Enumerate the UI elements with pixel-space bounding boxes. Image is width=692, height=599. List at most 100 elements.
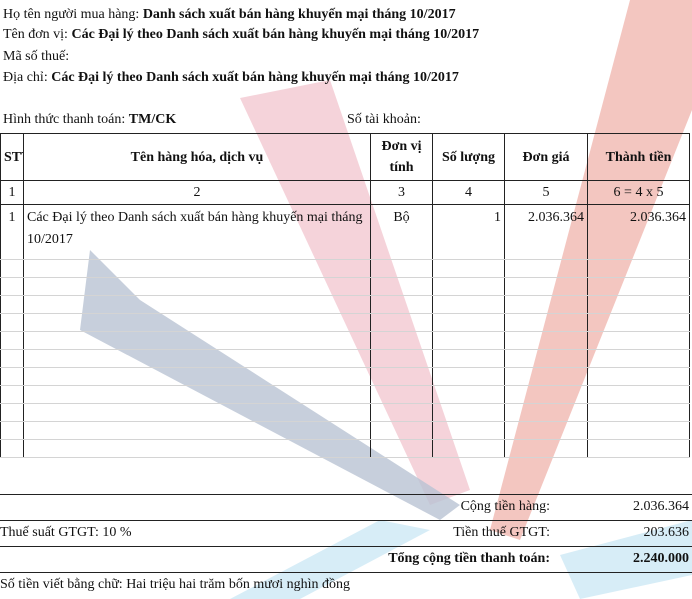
payment-line: Hình thức thanh toán: TM/CK [3,111,176,129]
col-number: 6 = 4 x 5 [587,180,690,205]
empty-cell [432,295,505,314]
blank-row [0,439,690,458]
grand-total-rule [0,572,692,573]
column-number-row: 1 2 3 4 5 6 = 4 x 5 [0,180,690,205]
empty-cell [23,277,371,296]
empty-cell [587,313,690,332]
empty-cell [23,349,371,368]
blank-row [0,331,690,350]
empty-cell [504,421,588,440]
empty-cell [23,331,371,350]
blank-row [0,421,690,440]
row-stt: 1 [0,204,24,260]
buyer-name-value: Danh sách xuất bán hàng khuyến mại tháng… [142,7,456,22]
vat-line: Thuế suất GTGT: 10 % Tiền thuế GTGT: 203… [0,521,692,545]
empty-cell [587,259,690,278]
blank-row [0,385,690,404]
empty-cell [587,349,690,368]
empty-cell [0,367,24,386]
payment-label: Hình thức thanh toán: [3,112,126,127]
subtotal-value: 2.036.364 [633,499,689,514]
empty-cell [0,421,24,440]
empty-cell [432,403,505,422]
buyer-tax-label: Mã số thuế: [3,49,70,64]
vat-rate-label: Thuế suất GTGT: [0,525,99,540]
buyer-address-label: Địa chỉ: [3,70,48,85]
empty-cell [370,349,433,368]
header-unit-line2: tính [389,160,414,175]
empty-cell [0,313,24,332]
empty-cell [0,277,24,296]
buyer-unit-line: Tên đơn vị: Các Đại lý theo Danh sách xu… [3,26,479,44]
empty-cell [23,259,371,278]
header-amount: Thành tiền [587,133,690,181]
empty-cell [0,403,24,422]
empty-cell [370,295,433,314]
blank-row [0,259,690,278]
totals-top-rule [0,494,692,495]
empty-cell [370,421,433,440]
header-price: Đơn giá [504,133,588,181]
empty-cell [504,295,588,314]
empty-cell [587,295,690,314]
amount-in-words: Số tiền viết bằng chữ: Hai triệu hai tră… [0,573,350,597]
empty-cell [504,349,588,368]
empty-cell [432,313,505,332]
empty-cell [504,367,588,386]
empty-cell [587,403,690,422]
col-number: 5 [504,180,588,205]
header-unit: Đơn vị tính [370,133,433,181]
empty-cell [370,277,433,296]
col-number: 3 [370,180,433,205]
empty-cell [432,367,505,386]
empty-cell [587,331,690,350]
blank-row [0,349,690,368]
empty-cell [432,277,505,296]
blank-row [0,367,690,386]
empty-cell [0,259,24,278]
empty-cell [23,313,371,332]
table-row: 1 Các Đại lý theo Danh sách xuất bán hàn… [0,204,690,260]
empty-cell [587,367,690,386]
empty-cell [370,331,433,350]
empty-cell [504,385,588,404]
buyer-name-line: Họ tên người mua hàng: Danh sách xuất bá… [3,6,456,24]
empty-cell [432,421,505,440]
empty-cell [504,259,588,278]
empty-cell [504,331,588,350]
empty-cell [23,421,371,440]
empty-cell [23,385,371,404]
subtotal-line: Cộng tiền hàng: 2.036.364 [0,495,692,519]
col-number: 4 [432,180,505,205]
empty-cell [587,421,690,440]
blank-row [0,313,690,332]
buyer-name-label: Họ tên người mua hàng: [3,7,140,22]
watermark-ray-cyan [230,520,430,599]
empty-cell [0,331,24,350]
empty-cell [432,349,505,368]
blank-row [0,403,690,422]
blank-row [0,295,690,314]
empty-cell [370,439,433,458]
empty-cell [23,403,371,422]
empty-cell [504,277,588,296]
subtotal-rule [0,520,692,521]
header-qty: Số lượng [432,133,505,181]
row-amount: 2.036.364 [587,204,690,260]
empty-cell [0,349,24,368]
account-line: Số tài khoản: [347,111,421,129]
vat-rate: Thuế suất GTGT: 10 % [0,521,132,545]
account-label: Số tài khoản: [347,112,421,127]
vat-label: Tiền thuế GTGT: [453,525,550,540]
col-number: 2 [23,180,371,205]
empty-cell [432,439,505,458]
empty-cell [370,259,433,278]
invoice-table: STT Tên hàng hóa, dịch vụ Đơn vị tính Số… [0,133,690,458]
row-name: Các Đại lý theo Danh sách xuất bán hàng … [23,204,371,260]
table-header-row: STT Tên hàng hóa, dịch vụ Đơn vị tính Số… [0,133,690,181]
buyer-unit-label: Tên đơn vị: [3,27,68,42]
row-qty: 1 [432,204,505,260]
buyer-address-line: Địa chỉ: Các Đại lý theo Danh sách xuất … [3,69,459,87]
empty-cell [587,385,690,404]
header-unit-line1: Đơn vị [381,139,422,154]
